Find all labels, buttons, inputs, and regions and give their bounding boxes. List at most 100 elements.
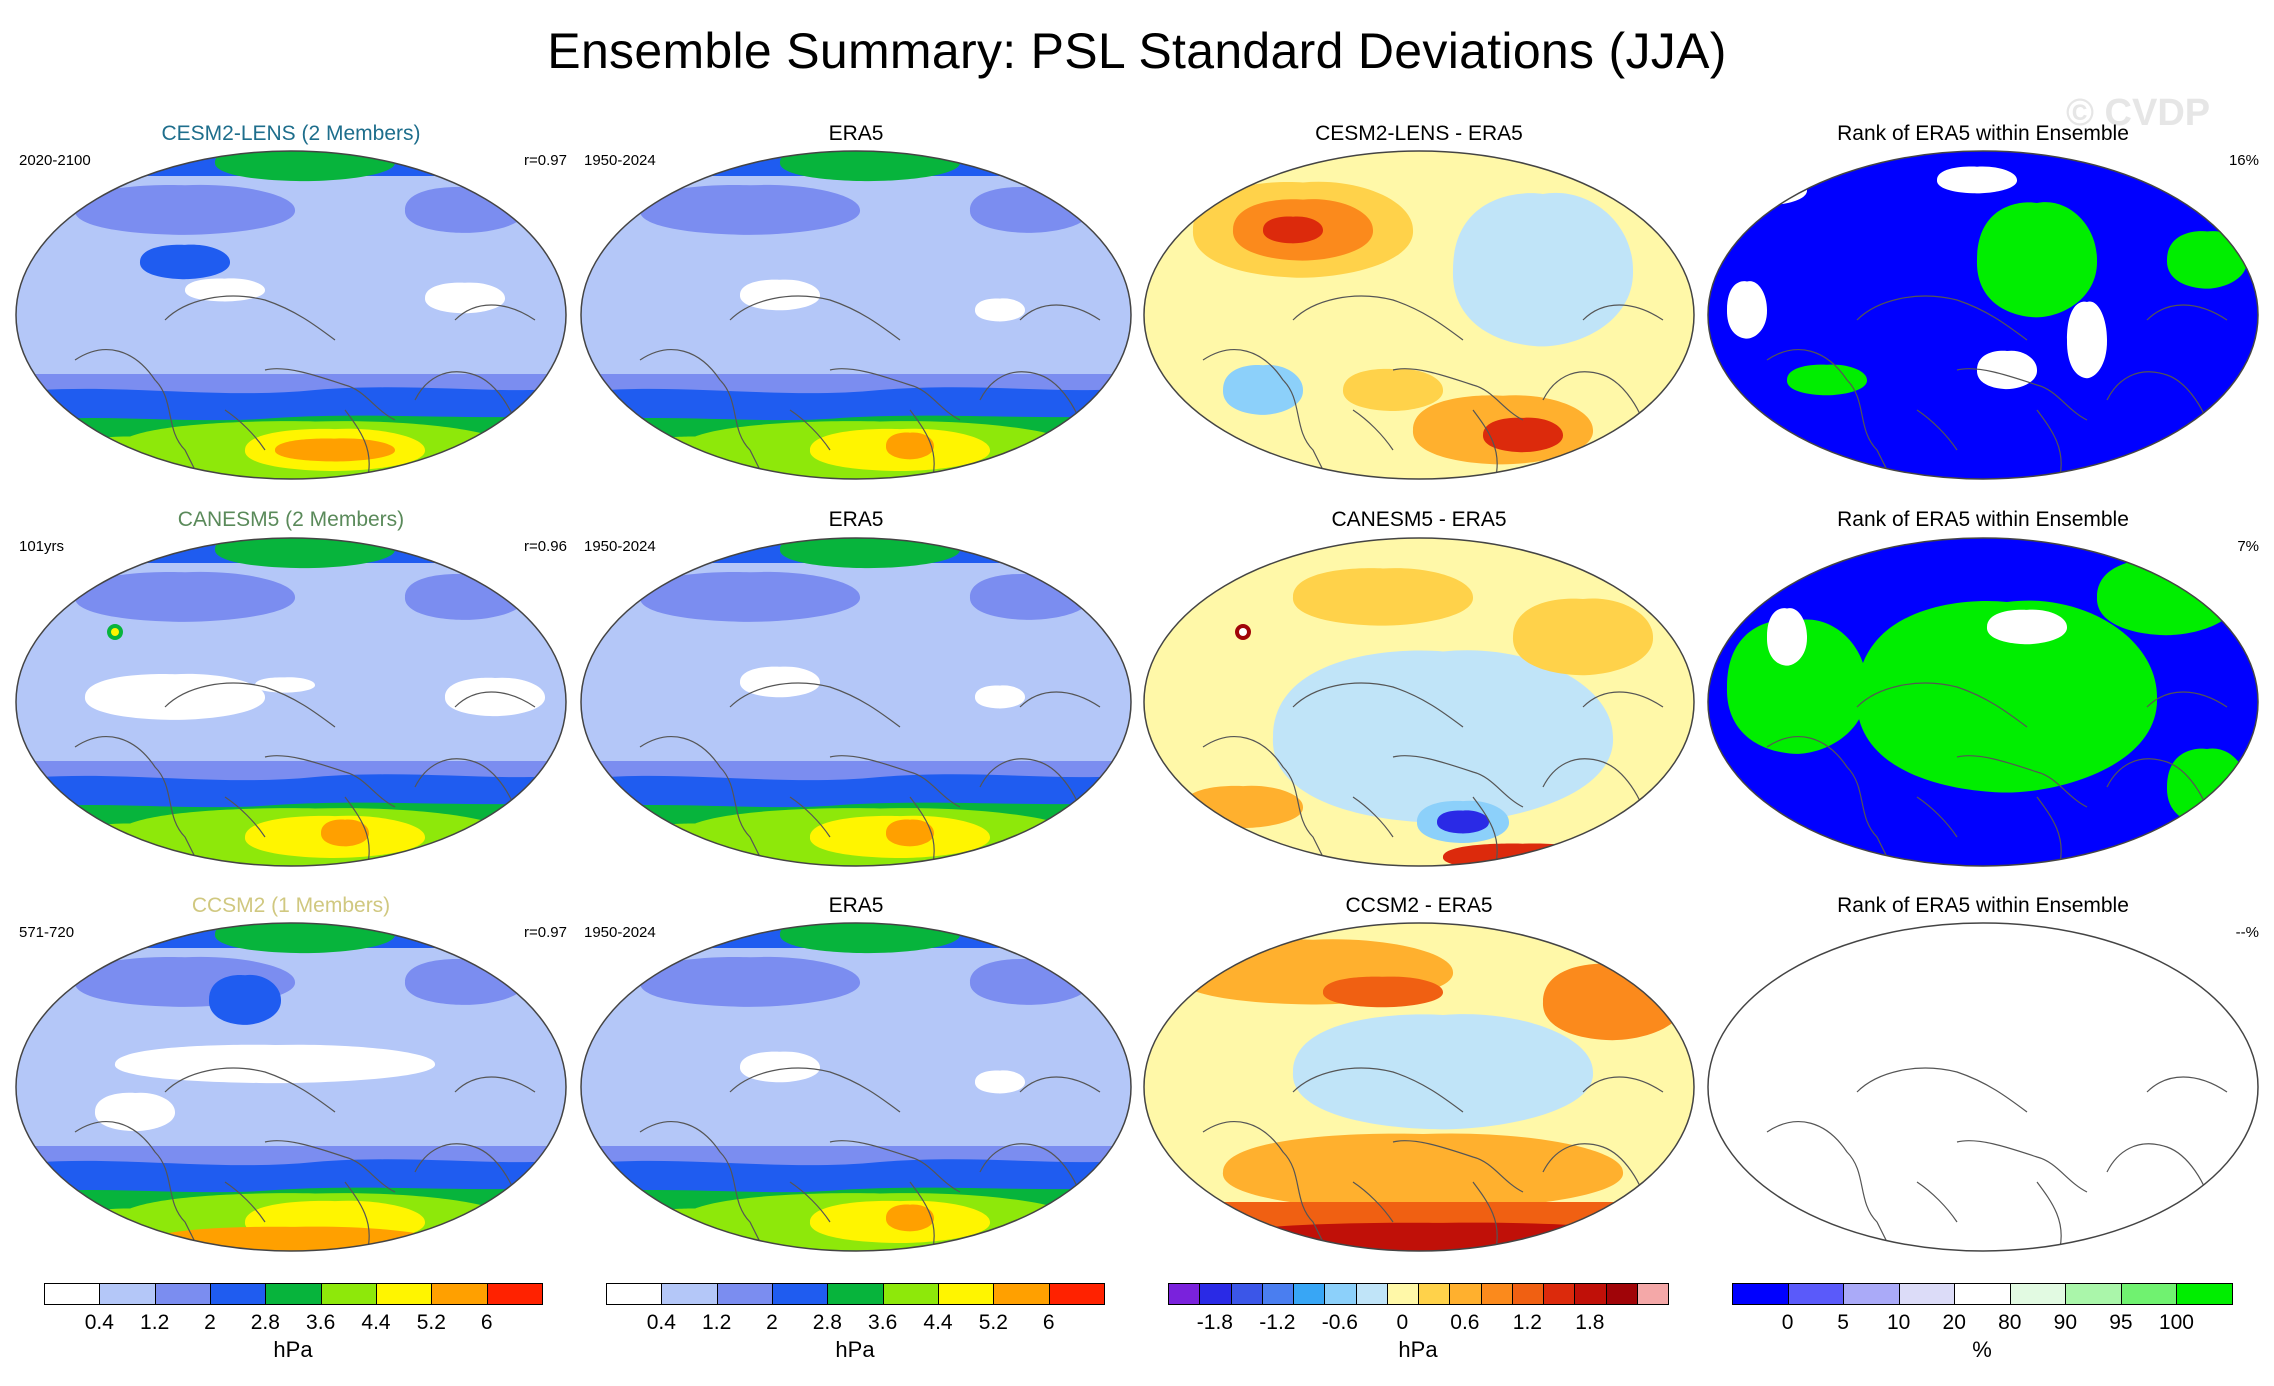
obs-period-label-row-2: 1950-2024	[584, 538, 656, 555]
std1-colorbar-tick-label: 0.4	[84, 1311, 114, 1334]
model-panel-title-row-1: CESM2-LENS (2 Members)	[161, 122, 421, 145]
std1-colorbar-box	[154, 1283, 211, 1305]
diff-map-row-1	[1143, 150, 1695, 480]
obs-panel-title-row-1: ERA5	[828, 122, 884, 145]
diff-colorbar-box	[1480, 1283, 1513, 1305]
diff-map-row-2	[1143, 537, 1695, 867]
model-period-label-row-2: 101yrs	[19, 538, 65, 555]
rank-colorbar-box	[2009, 1283, 2067, 1305]
rank-stat-label-row-1: 16%	[2228, 152, 2259, 169]
rank-colorbar-tick-label: 20	[1942, 1311, 1966, 1334]
rank-colorbar-box	[1732, 1283, 1789, 1305]
diff-colorbar-unit: hPa	[1398, 1337, 1438, 1362]
rank-panel-title-row-3: Rank of ERA5 within Ensemble	[1837, 894, 2129, 917]
std1-colorbar-tick-label: 4.4	[361, 1311, 391, 1334]
rank-colorbar-tick-label: 80	[1998, 1311, 2022, 1334]
std1-colorbar-box	[265, 1283, 322, 1305]
std2-colorbar-tick-label: 4.4	[923, 1311, 953, 1334]
std2-colorbar-box	[661, 1283, 718, 1305]
diff-colorbar-tick-label: 1.2	[1512, 1311, 1542, 1334]
obs-panel-title-row-3: ERA5	[828, 894, 884, 917]
std-colorbar-model: 0.4 1.2 2 2.8 3.6 4.4 5.2 6 hPa	[44, 1283, 543, 1373]
diff-colorbar-box	[1386, 1283, 1419, 1305]
rank-map-row-3	[1707, 922, 2259, 1252]
model-map-row-1	[15, 150, 567, 480]
model-map-row-2	[15, 537, 567, 867]
std1-colorbar-box	[99, 1283, 156, 1305]
rank-colorbar-unit: %	[1972, 1337, 1992, 1362]
std2-colorbar-box	[882, 1283, 939, 1305]
rank-map-row-1	[1707, 150, 2259, 480]
diff-colorbar-box	[1230, 1283, 1263, 1305]
diff-panel-title-row-1: CESM2-LENS - ERA5	[1315, 122, 1523, 145]
rank-colorbar-tick-label: 0	[1781, 1311, 1794, 1334]
std2-colorbar-box	[606, 1283, 663, 1305]
difference-colorbar: -1.8 -1.2 -0.6 0 0.6 1.2 1.8 hPa	[1168, 1283, 1669, 1373]
model-stat-label-row-2: r=0.96	[524, 538, 567, 555]
diff-panel-title-row-3: CCSM2 - ERA5	[1345, 894, 1493, 917]
std1-colorbar-box	[320, 1283, 377, 1305]
rank-stat-label-row-2: 7%	[2237, 538, 2259, 555]
std1-colorbar-tick-label: 1.2	[140, 1311, 170, 1334]
model-period-label-row-3: 571-720	[19, 924, 75, 941]
std1-colorbar-tick-label: 5.2	[416, 1311, 446, 1334]
diff-colorbar-tick-label: 1.8	[1575, 1311, 1605, 1334]
std2-colorbar-tick-label: 5.2	[978, 1311, 1008, 1334]
diff-colorbar-box	[1574, 1283, 1607, 1305]
obs-panel-title-row-2: ERA5	[828, 508, 884, 531]
std1-colorbar-tick-label: 6	[480, 1311, 493, 1334]
rank-colorbar-tick-label: 90	[2053, 1311, 2078, 1334]
obs-map-row-3	[580, 922, 1132, 1252]
std1-colorbar-box	[376, 1283, 433, 1305]
std1-colorbar-box	[431, 1283, 488, 1305]
diff-map-row-3	[1143, 922, 1695, 1252]
rank-stat-label-row-3: --%	[2235, 924, 2259, 941]
rank-panel-title-row-2: Rank of ERA5 within Ensemble	[1837, 508, 2129, 531]
std1-colorbar-unit: hPa	[273, 1337, 313, 1362]
diff-colorbar-tick-label: 0	[1396, 1311, 1409, 1334]
rank-colorbar-box	[1898, 1283, 1956, 1305]
std2-colorbar-tick-label: 1.2	[702, 1311, 732, 1334]
obs-period-label-row-1: 1950-2024	[584, 152, 656, 169]
diff-colorbar-tick-label: -1.2	[1259, 1311, 1296, 1334]
std2-colorbar-box	[827, 1283, 884, 1305]
std2-colorbar-unit: hPa	[835, 1337, 875, 1362]
diff-colorbar-tick-label: -1.8	[1196, 1311, 1233, 1334]
obs-period-label-row-3: 1950-2024	[584, 924, 656, 941]
rank-colorbar-box	[2065, 1283, 2122, 1305]
model-panel-title-row-2: CANESM5 (2 Members)	[177, 508, 405, 531]
std2-colorbar-tick-label: 2.8	[812, 1311, 842, 1334]
std2-colorbar-box	[772, 1283, 829, 1305]
std2-colorbar-tick-label: 6	[1042, 1311, 1055, 1334]
diff-colorbar-box	[1418, 1283, 1451, 1305]
std2-colorbar-tick-label: 2	[766, 1311, 778, 1334]
std1-colorbar-tick-label: 2	[204, 1311, 216, 1334]
rank-colorbar-box	[1954, 1283, 2011, 1305]
std-colorbar-obs: 0.4 1.2 2 2.8 3.6 4.4 5.2 6 hPa	[606, 1283, 1105, 1373]
model-stat-label-row-3: r=0.97	[524, 924, 567, 941]
rank-colorbar-box	[1843, 1283, 1900, 1305]
rank-panel-title-row-1: Rank of ERA5 within Ensemble	[1837, 122, 2129, 145]
diff-colorbar-tick-label: -0.6	[1321, 1311, 1358, 1334]
diff-colorbar-box	[1355, 1283, 1388, 1305]
diff-colorbar-box	[1636, 1283, 1669, 1305]
std1-colorbar-box	[486, 1283, 543, 1305]
std2-colorbar-tick-label: 3.6	[868, 1311, 898, 1334]
obs-map-row-2	[580, 537, 1132, 867]
std1-colorbar-box	[210, 1283, 267, 1305]
diff-colorbar-box	[1199, 1283, 1232, 1305]
rank-colorbar-tick-label: 100	[2158, 1311, 2194, 1334]
rank-colorbar-tick-label: 5	[1837, 1311, 1849, 1334]
std2-colorbar-tick-label: 0.4	[646, 1311, 676, 1334]
std1-colorbar-tick-label: 2.8	[250, 1311, 280, 1334]
std2-colorbar-box	[716, 1283, 773, 1305]
model-period-label-row-1: 2020-2100	[19, 152, 91, 169]
watermark: © CVDP	[2066, 92, 2211, 134]
diff-colorbar-box	[1449, 1283, 1482, 1305]
model-stat-label-row-1: r=0.97	[524, 152, 567, 169]
model-map-row-3	[15, 922, 567, 1252]
rank-colorbar-tick-label: 10	[1886, 1311, 1911, 1334]
std1-colorbar-box	[44, 1283, 101, 1305]
std1-colorbar-tick-label: 3.6	[306, 1311, 336, 1334]
diff-panel-title-row-2: CANESM5 - ERA5	[1331, 508, 1507, 531]
